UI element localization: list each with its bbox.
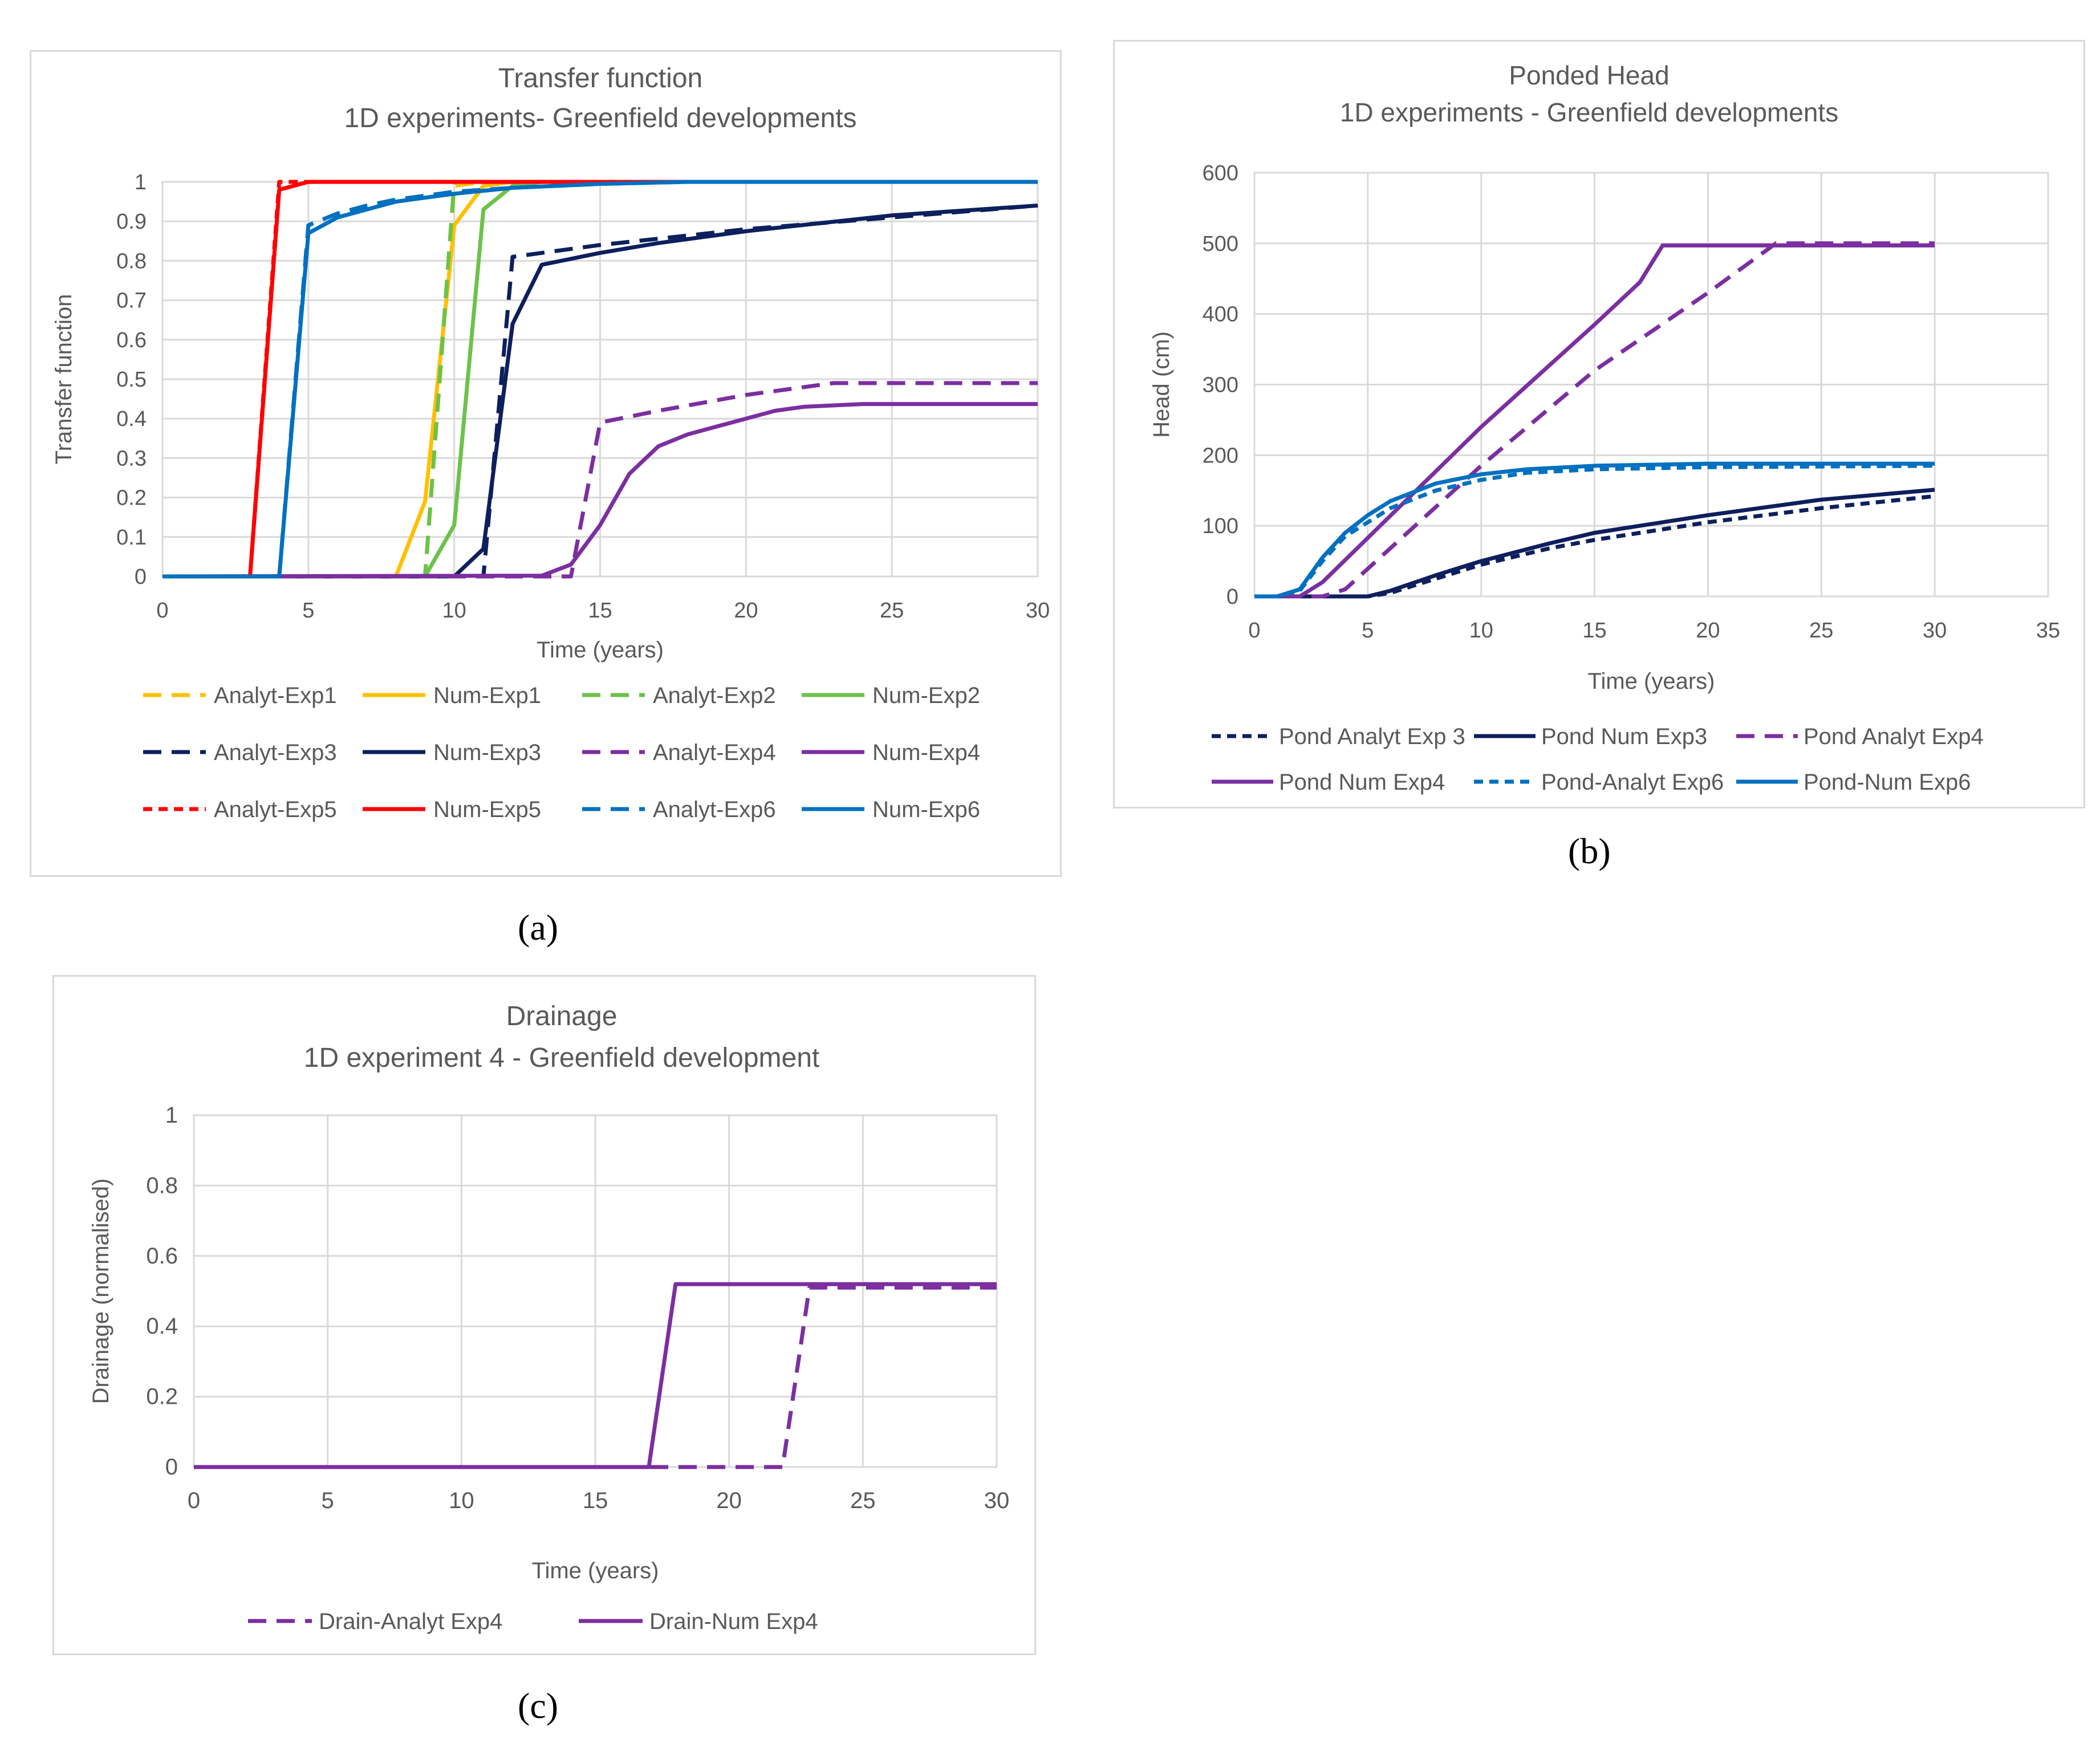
chart-b-title-line-1: Ponded Head (1509, 60, 1669, 90)
chart-b-series-pond-num-exp4 (1254, 243, 1935, 599)
panel-label-b: (b) (1568, 831, 1611, 871)
chart-b-xtick-label: 30 (1923, 619, 1947, 643)
chart-c: Drainage 1D experiment 4 - Greenfield dev… (88, 1001, 1010, 1634)
chart-a-legend-label: Analyt-Exp2 (653, 683, 776, 708)
chart-a-xtick-label: 25 (880, 599, 904, 623)
chart-a-legend-label: Num-Exp3 (433, 740, 541, 765)
chart-c-x-axis-label: Time (years) (532, 1558, 659, 1583)
chart-a-series-num-exp4 (162, 402, 1038, 579)
chart-a-title-line-1: Transfer function (498, 63, 702, 94)
chart-b-ytick-label: 0 (1226, 585, 1238, 609)
chart-b-legend-label: Pond Analyt Exp 3 (1279, 724, 1465, 749)
chart-a-ytick-label: 0.8 (116, 249, 147, 273)
chart-c-y-axis-label: Drainage (normalised) (88, 1179, 113, 1404)
chart-a-xtick-label: 20 (734, 599, 758, 623)
chart-a-series-analyt-exp4 (163, 381, 1038, 579)
chart-c-series-drain-num-exp4 (194, 1282, 997, 1469)
chart-b-xtick-label: 25 (1809, 619, 1833, 643)
chart-a-legend-label: Analyt-Exp1 (214, 683, 337, 708)
chart-b-xtick-label: 0 (1248, 619, 1260, 643)
chart-a-ytick-label: 1 (135, 170, 147, 194)
chart-c-ytick-label: 0.6 (146, 1244, 178, 1269)
chart-b: Ponded Head 1D experiments - Greenfield d… (1149, 60, 2060, 795)
panel-label-c: (c) (518, 1685, 559, 1726)
chart-a-legend-label: Num-Exp2 (872, 683, 980, 708)
chart-c-xtick-label: 0 (188, 1488, 200, 1513)
chart-a-legend-label: Num-Exp4 (872, 740, 980, 765)
chart-a-legend-label: Analyt-Exp3 (214, 740, 337, 765)
chart-a-ytick-label: 0.9 (116, 210, 147, 234)
chart-a-y-axis-label: Transfer function (51, 294, 76, 465)
chart-b-xtick-label: 10 (1469, 619, 1493, 643)
chart-b-legend-label: Pond-Num Exp6 (1804, 770, 1971, 795)
chart-b-xtick-label: 15 (1582, 619, 1606, 643)
chart-a-legend-label: Analyt-Exp4 (653, 740, 776, 765)
chart-a-series-num-exp6 (163, 180, 1038, 579)
chart-b-ytick-label: 100 (1203, 514, 1238, 538)
chart-a-legend-label: Num-Exp6 (872, 797, 980, 822)
chart-a-xtick-label: 0 (156, 599, 168, 623)
chart-b-legend-label: Pond-Analyt Exp6 (1541, 770, 1724, 795)
chart-a-series-num-exp3 (163, 204, 1038, 579)
chart-c-ytick-label: 0.2 (146, 1384, 178, 1409)
chart-b-legend-label: Pond Num Exp3 (1541, 724, 1707, 749)
chart-a-xtick-label: 5 (302, 599, 314, 623)
chart-b-series-pond-analyt-exp4 (1254, 241, 1935, 599)
chart-b-ytick-label: 200 (1203, 444, 1238, 468)
chart-c-ytick-label: 0 (165, 1455, 178, 1480)
chart-b-xtick-label: 5 (1362, 619, 1374, 643)
chart-b-xtick-label: 20 (1696, 619, 1720, 643)
chart-c-ytick-label: 0.8 (146, 1173, 178, 1198)
chart-c-xtick-label: 10 (449, 1488, 474, 1513)
chart-b-ytick-label: 500 (1203, 232, 1238, 256)
chart-a-ytick-label: 0.5 (116, 368, 147, 392)
chart-a-ytick-label: 0.7 (116, 289, 147, 313)
chart-a-ytick-label: 0.6 (116, 328, 147, 352)
panel-label-a: (a) (518, 907, 559, 948)
chart-b-y-axis-label: Head (cm) (1149, 331, 1174, 438)
chart-a-ytick-label: 0.2 (116, 486, 147, 510)
chart-a-ytick-label: 0.1 (116, 526, 147, 550)
chart-b-legend-label: Pond Analyt Exp4 (1804, 724, 1984, 749)
chart-c-legend-label: Drain-Num Exp4 (649, 1609, 818, 1634)
chart-b-xtick-label: 35 (2036, 619, 2060, 643)
chart-a-ytick-label: 0 (135, 565, 147, 589)
chart-b-ytick-label: 300 (1203, 373, 1238, 397)
chart-a-panel: Transfer function 1D experiments- Greenfi… (30, 50, 1062, 877)
chart-a-title-line-2: 1D experiments- Greenfield developments (344, 103, 856, 133)
chart-b-ytick-label: 600 (1203, 161, 1238, 185)
chart-a-xtick-label: 15 (588, 599, 612, 623)
chart-b-title-line-2: 1D experiments - Greenfield developments (1340, 97, 1838, 127)
chart-c-legend-label: Drain-Analyt Exp4 (319, 1609, 502, 1634)
chart-a-legend-label: Analyt-Exp5 (214, 797, 337, 822)
chart-b-legend-label: Pond Num Exp4 (1279, 770, 1445, 795)
chart-b-series-pond-num-exp3 (1254, 487, 1935, 599)
chart-c-panel: Drainage 1D experiment 4 - Greenfield dev… (52, 975, 1036, 1655)
chart-a-legend-label: Analyt-Exp6 (653, 797, 776, 822)
chart-a-x-axis-label: Time (years) (537, 637, 664, 663)
chart-c-xtick-label: 25 (850, 1488, 876, 1513)
chart-a-xtick-label: 30 (1026, 599, 1050, 623)
chart-c-xtick-label: 20 (716, 1488, 742, 1513)
chart-c-ytick-label: 1 (165, 1103, 178, 1128)
chart-a: Transfer function 1D experiments- Greenfi… (51, 63, 1050, 822)
chart-b-ytick-label: 400 (1203, 303, 1238, 327)
chart-b-x-axis-label: Time (years) (1588, 669, 1715, 694)
chart-b-panel: Ponded Head 1D experiments - Greenfield d… (1113, 40, 2085, 809)
chart-c-title-line-2: 1D experiment 4 - Greenfield development (304, 1043, 819, 1073)
chart-c-xtick-label: 15 (583, 1488, 608, 1513)
chart-a-xtick-label: 10 (442, 599, 466, 623)
chart-b-series-pond-num-exp6 (1254, 461, 1935, 599)
chart-c-ytick-label: 0.4 (146, 1314, 178, 1339)
chart-a-legend-label: Num-Exp1 (433, 683, 541, 708)
chart-c-xtick-label: 5 (322, 1488, 334, 1513)
chart-a-legend-label: Num-Exp5 (433, 797, 541, 822)
chart-b-series-pond-analyt-exp6 (1254, 464, 1935, 599)
chart-c-xtick-label: 30 (984, 1488, 1010, 1513)
chart-a-ytick-label: 0.3 (116, 446, 147, 470)
chart-a-ytick-label: 0.4 (116, 407, 147, 431)
chart-c-title-line-1: Drainage (506, 1001, 618, 1031)
